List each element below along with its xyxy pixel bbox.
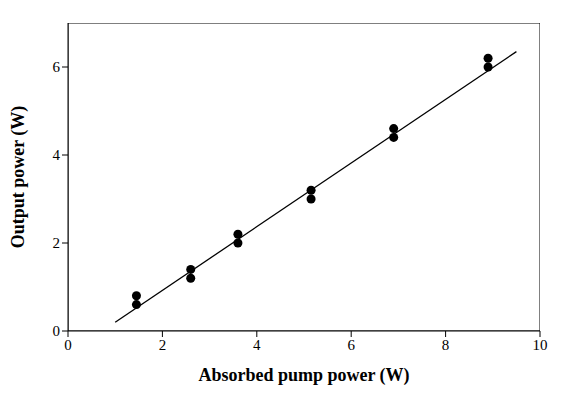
svg-text:6: 6 xyxy=(53,59,61,75)
svg-text:10: 10 xyxy=(533,337,548,353)
svg-text:6: 6 xyxy=(347,337,355,353)
svg-text:2: 2 xyxy=(53,235,61,251)
svg-text:4: 4 xyxy=(253,337,261,353)
svg-text:0: 0 xyxy=(64,337,72,353)
svg-text:0: 0 xyxy=(53,323,61,339)
svg-text:4: 4 xyxy=(53,147,61,163)
svg-text:Output power (W): Output power (W) xyxy=(8,106,29,249)
svg-text:2: 2 xyxy=(159,337,167,353)
svg-text:8: 8 xyxy=(442,337,450,353)
svg-text:Absorbed pump power (W): Absorbed pump power (W) xyxy=(198,365,409,386)
